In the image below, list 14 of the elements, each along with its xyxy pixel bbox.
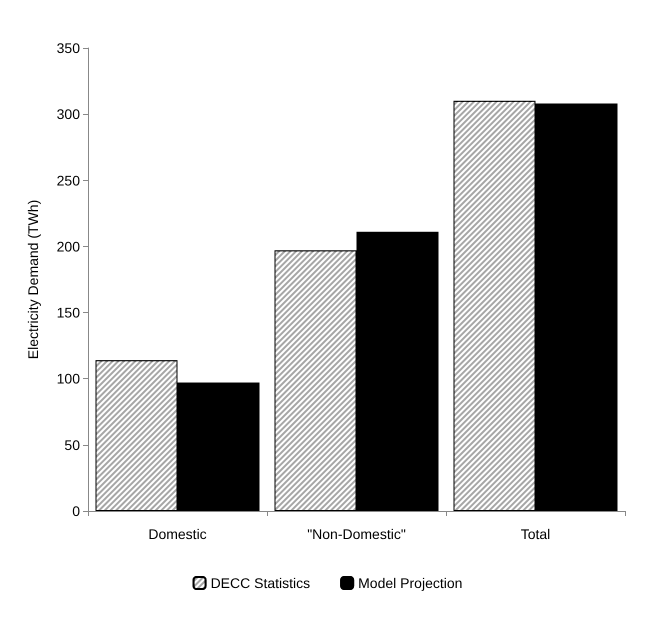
y-tick-label: 250 [56,172,80,188]
y-tick-label: 50 [64,436,80,453]
y-axis-title: Electricity Demand (TWh) [25,200,41,360]
y-tick-label: 200 [56,238,80,254]
y-tick-label: 350 [56,40,80,56]
y-tick-label: 150 [56,304,80,321]
legend-label: DECC Statistics [210,575,310,591]
x-tick-label: "Non-Domestic" [307,526,406,542]
y-tick-label: 100 [56,370,80,387]
y-tick-label: 300 [56,106,80,122]
x-tick-label: Total [520,526,550,542]
x-tick-label: Domestic [148,526,207,542]
legend-label: Model Projection [358,575,462,591]
y-tick-label: 0 [72,503,80,519]
